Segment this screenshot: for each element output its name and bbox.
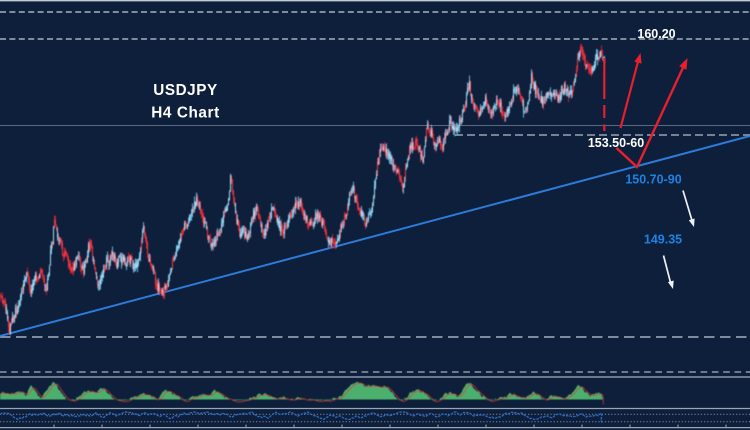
svg-text:150.70-90: 150.70-90 [625,173,681,187]
svg-text:H4 Chart: H4 Chart [151,105,220,122]
svg-text:153.50-60: 153.50-60 [588,136,644,150]
svg-text:USDJPY: USDJPY [153,82,218,99]
svg-text:160.20: 160.20 [637,27,675,41]
svg-text:149.35: 149.35 [644,233,682,247]
